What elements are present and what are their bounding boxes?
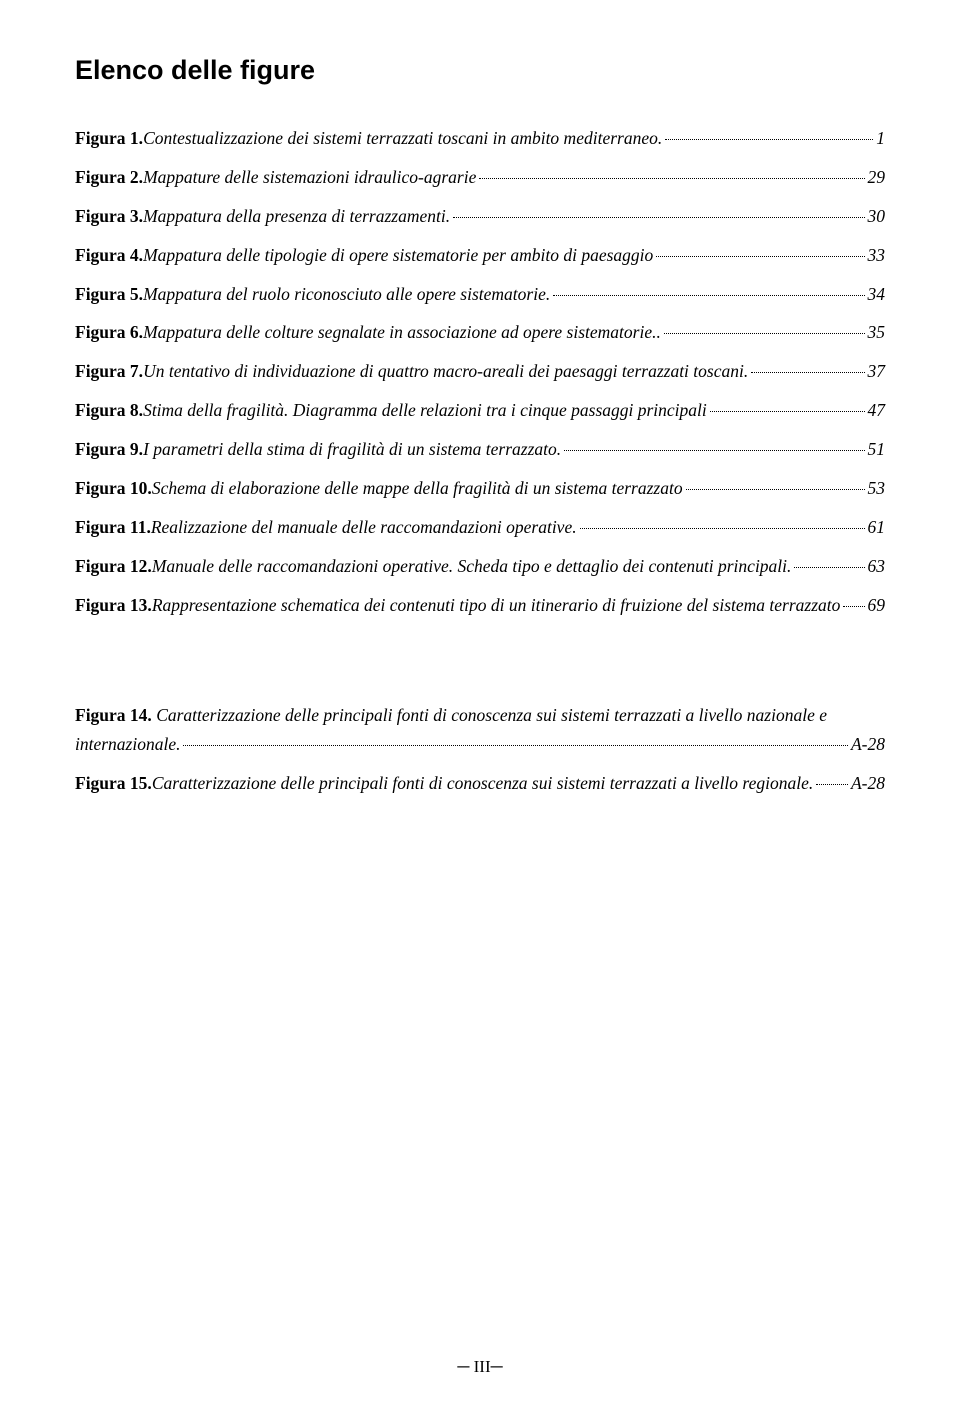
entry-page: 69 (868, 591, 886, 620)
list-item: Figura 8. Stima della fragilità. Diagram… (75, 396, 885, 425)
leader-dots (580, 528, 865, 529)
entry-page: 34 (868, 280, 886, 309)
list-item: Figura 9. I parametri della stima di fra… (75, 435, 885, 464)
entry-desc: Rappresentazione schematica dei contenut… (152, 591, 841, 620)
leader-dots (479, 178, 864, 179)
entry-label: Figura 6. (75, 318, 143, 347)
section-gap (75, 629, 885, 701)
entry-label: Figura 3. (75, 202, 143, 231)
entry-desc: Schema di elaborazione delle mappe della… (152, 474, 683, 503)
entry-desc: Manuale delle raccomandazioni operative.… (152, 552, 792, 581)
entry-desc: Un tentativo di individuazione di quattr… (143, 357, 748, 386)
list-item: Figura 11. Realizzazione del manuale del… (75, 513, 885, 542)
entry-desc: Caratterizzazione delle principali fonti… (152, 769, 813, 798)
leader-dots (665, 139, 873, 140)
entry-page: 63 (868, 552, 886, 581)
entry-page: 35 (868, 318, 886, 347)
list-item: Figura 3. Mappatura della presenza di te… (75, 202, 885, 231)
entry-desc: Mappature delle sistemazioni idraulico-a… (143, 163, 476, 192)
entry-page: A-28 (851, 730, 885, 759)
entry-desc: Mappatura delle colture segnalate in ass… (143, 318, 661, 347)
list-item: Figura 2. Mappature delle sistemazioni i… (75, 163, 885, 192)
entry-label: Figura 13. (75, 591, 152, 620)
leader-dots (183, 745, 847, 746)
entry-label: Figura 8. (75, 396, 143, 425)
leader-dots (453, 217, 864, 218)
entry-page: 1 (876, 124, 885, 153)
figure-list: Figura 1. Contestualizzazione dei sistem… (75, 124, 885, 619)
entry-page: 61 (868, 513, 886, 542)
entry-page: A-28 (851, 769, 885, 798)
list-item: Figura 4. Mappatura delle tipologie di o… (75, 241, 885, 270)
entry-label: Figura 11. (75, 513, 151, 542)
leader-dots (751, 372, 864, 373)
leader-dots (816, 784, 848, 785)
list-item: Figura 12. Manuale delle raccomandazioni… (75, 552, 885, 581)
entry-page: 33 (868, 241, 886, 270)
leader-dots (656, 256, 864, 257)
leader-dots (843, 606, 864, 607)
entry-page: 51 (868, 435, 886, 464)
page-title: Elenco delle figure (75, 55, 885, 86)
entry-label: Figura 7. (75, 357, 143, 386)
leader-dots (664, 333, 865, 334)
list-item: Figura 6. Mappatura delle colture segnal… (75, 318, 885, 347)
leader-dots (553, 295, 864, 296)
list-item: Figura 14. Caratterizzazione delle princ… (75, 701, 885, 759)
entry-desc: Mappatura del ruolo riconosciuto alle op… (143, 280, 550, 309)
entry-desc: Caratterizzazione delle principali fonti… (156, 705, 827, 725)
entry-desc: Mappatura delle tipologie di opere siste… (143, 241, 653, 270)
list-item: Figura 7. Un tentativo di individuazione… (75, 357, 885, 386)
entry-label: Figura 5. (75, 280, 143, 309)
entry-label: Figura 10. (75, 474, 152, 503)
entry-label: Figura 9. (75, 435, 143, 464)
entry-desc: Contestualizzazione dei sistemi terrazza… (143, 124, 662, 153)
entry-desc: I parametri della stima di fragilità di … (143, 435, 561, 464)
leader-dots (710, 411, 865, 412)
figure-list-appendix: Figura 14. Caratterizzazione delle princ… (75, 701, 885, 798)
list-item: Figura 13. Rappresentazione schematica d… (75, 591, 885, 620)
page-number: ─ III─ (0, 1357, 960, 1377)
leader-dots (794, 567, 864, 568)
list-item: Figura 5. Mappatura del ruolo riconosciu… (75, 280, 885, 309)
entry-page: 29 (868, 163, 886, 192)
list-item: Figura 1. Contestualizzazione dei sistem… (75, 124, 885, 153)
entry-label: Figura 14. (75, 705, 152, 725)
entry-desc: Mappatura della presenza di terrazzament… (143, 202, 450, 231)
list-item: Figura 15. Caratterizzazione delle princ… (75, 769, 885, 798)
entry-label: Figura 12. (75, 552, 152, 581)
list-item: Figura 10. Schema di elaborazione delle … (75, 474, 885, 503)
leader-dots (564, 450, 864, 451)
entry-desc-cont: internazionale. (75, 730, 180, 759)
entry-page: 47 (868, 396, 886, 425)
entry-desc: Stima della fragilità. Diagramma delle r… (143, 396, 707, 425)
entry-label: Figura 2. (75, 163, 143, 192)
entry-desc: Realizzazione del manuale delle raccoman… (151, 513, 577, 542)
entry-page: 37 (868, 357, 886, 386)
entry-page: 30 (868, 202, 886, 231)
entry-page: 53 (868, 474, 886, 503)
entry-label: Figura 15. (75, 769, 152, 798)
entry-label: Figura 1. (75, 124, 143, 153)
entry-label: Figura 4. (75, 241, 143, 270)
leader-dots (686, 489, 865, 490)
